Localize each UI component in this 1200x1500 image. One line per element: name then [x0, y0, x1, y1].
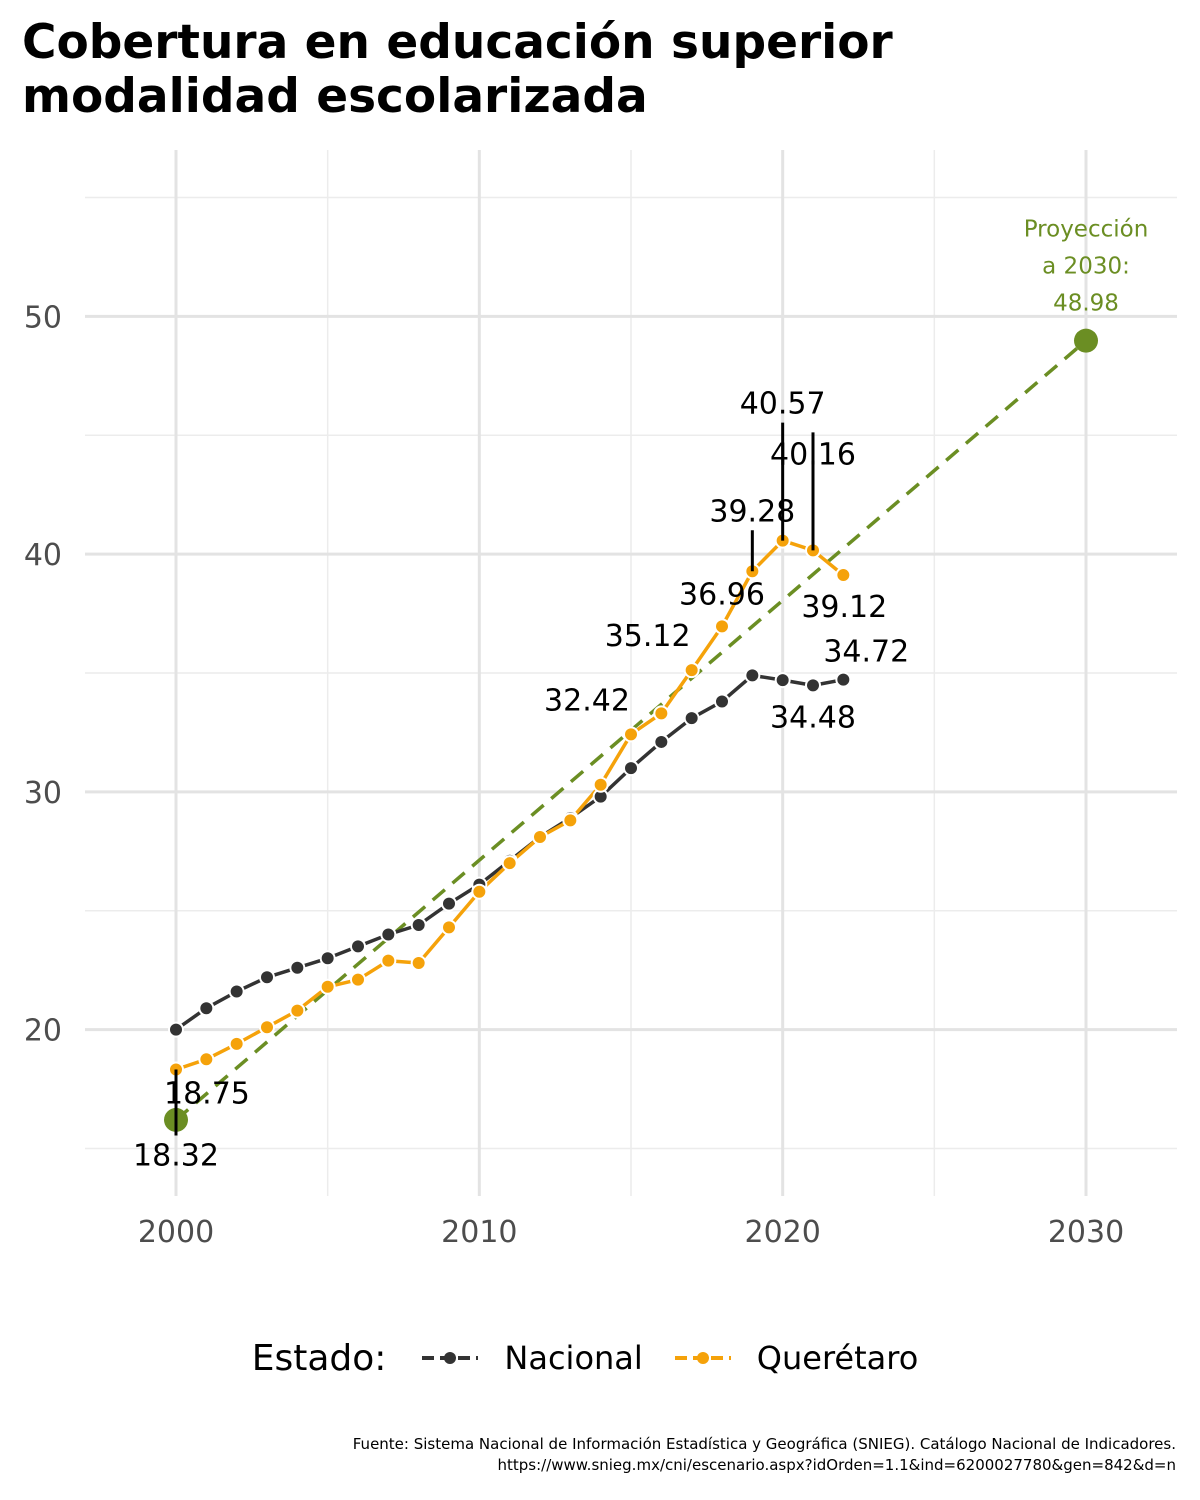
data-point-queretaro	[259, 1019, 275, 1036]
x-tick-label: 2020	[744, 1215, 820, 1250]
legend-key-queretaro	[674, 1352, 731, 1364]
data-point-queretaro	[350, 971, 366, 988]
data-point-nacional	[744, 667, 761, 684]
data-point-queretaro	[501, 855, 518, 872]
data-point-nacional	[623, 760, 639, 777]
data-point-nacional	[774, 672, 791, 689]
data-point-queretaro	[532, 829, 548, 846]
data-point-nacional	[380, 926, 397, 943]
legend: Estado: Nacional Querétaro	[0, 1330, 1200, 1386]
data-point-queretaro	[653, 705, 670, 722]
y-tick-label: 20	[24, 1014, 62, 1049]
source-caption-line-1: Fuente: Sistema Nacional de Información …	[352, 1435, 1176, 1453]
data-value-label: 39.12	[801, 590, 887, 625]
y-tick-label: 40	[24, 538, 62, 573]
chart-title: Cobertura en educación superior modalida…	[22, 16, 1172, 124]
data-point-nacional	[319, 950, 336, 967]
legend-label-queretaro: Querétaro	[756, 1339, 919, 1377]
data-value-label: 39.28	[709, 494, 795, 529]
data-point-queretaro	[714, 618, 730, 635]
data-point-queretaro	[562, 812, 579, 829]
data-value-label: 40.57	[740, 387, 826, 422]
chart-title-line-1: Cobertura en educación superior	[22, 15, 893, 70]
data-value-label: 32.42	[544, 683, 630, 718]
data-point-queretaro	[592, 776, 609, 793]
data-point-nacional	[289, 959, 306, 976]
data-value-label: 34.72	[823, 635, 909, 670]
legend-item-queretaro: Querétaro	[673, 1339, 918, 1377]
projection-label: a 2030:	[1042, 254, 1130, 280]
legend-key-nacional-point	[444, 1352, 457, 1364]
data-point-nacional	[259, 969, 275, 986]
data-point-nacional	[653, 733, 670, 750]
data-value-label: 40.16	[770, 437, 856, 472]
data-point-nacional	[168, 1021, 184, 1038]
data-point-queretaro	[683, 662, 700, 679]
data-point-nacional	[835, 671, 852, 688]
legend-title: Estado:	[251, 1337, 387, 1379]
data-point-nacional	[350, 938, 366, 955]
projection-label: Proyección	[1024, 217, 1149, 243]
x-tick-label: 2030	[1048, 1215, 1124, 1250]
data-value-label: 35.12	[605, 619, 691, 654]
x-tick-label: 2000	[138, 1215, 214, 1250]
data-point-nacional	[198, 1000, 215, 1017]
data-point-queretaro	[471, 883, 488, 900]
data-point-queretaro	[289, 1002, 306, 1019]
data-point-nacional	[228, 983, 245, 1000]
data-point-nacional	[441, 895, 457, 912]
data-point-queretaro	[835, 567, 852, 584]
x-tick-label: 2010	[441, 1215, 517, 1250]
data-point-nacional	[714, 693, 730, 710]
data-point-queretaro	[441, 919, 457, 936]
data-point-queretaro	[410, 955, 427, 972]
data-value-label: 36.96	[679, 577, 765, 612]
legend-key-nacional	[422, 1352, 479, 1364]
chart-title-line-2: modalidad escolarizada	[22, 69, 648, 124]
data-point-queretaro	[198, 1051, 215, 1068]
y-tick-label: 30	[24, 776, 62, 811]
source-caption-line-2: https://www.snieg.mx/cni/escenario.aspx?…	[497, 1456, 1176, 1474]
projection-end-point	[1074, 328, 1098, 353]
data-point-nacional	[683, 710, 700, 727]
data-point-queretaro	[228, 1035, 245, 1052]
legend-item-nacional: Nacional	[420, 1339, 643, 1377]
y-tick-label: 50	[24, 300, 62, 335]
projection-label: 48.98	[1053, 291, 1119, 317]
data-point-nacional	[410, 916, 427, 933]
series-line-queretaro	[175, 538, 845, 1072]
data-value-label: 18.75	[164, 1076, 250, 1111]
data-point-queretaro	[380, 952, 397, 969]
legend-label-nacional: Nacional	[504, 1339, 643, 1377]
data-value-label: 18.32	[133, 1139, 219, 1174]
series-line-nacional	[174, 673, 844, 1032]
data-value-label: 34.48	[770, 700, 856, 735]
data-point-queretaro	[623, 726, 639, 743]
data-point-nacional	[805, 677, 821, 694]
legend-key-queretaro-point	[696, 1352, 709, 1364]
data-point-queretaro	[319, 978, 336, 995]
source-caption: Fuente: Sistema Nacional de Información …	[26, 1434, 1176, 1476]
